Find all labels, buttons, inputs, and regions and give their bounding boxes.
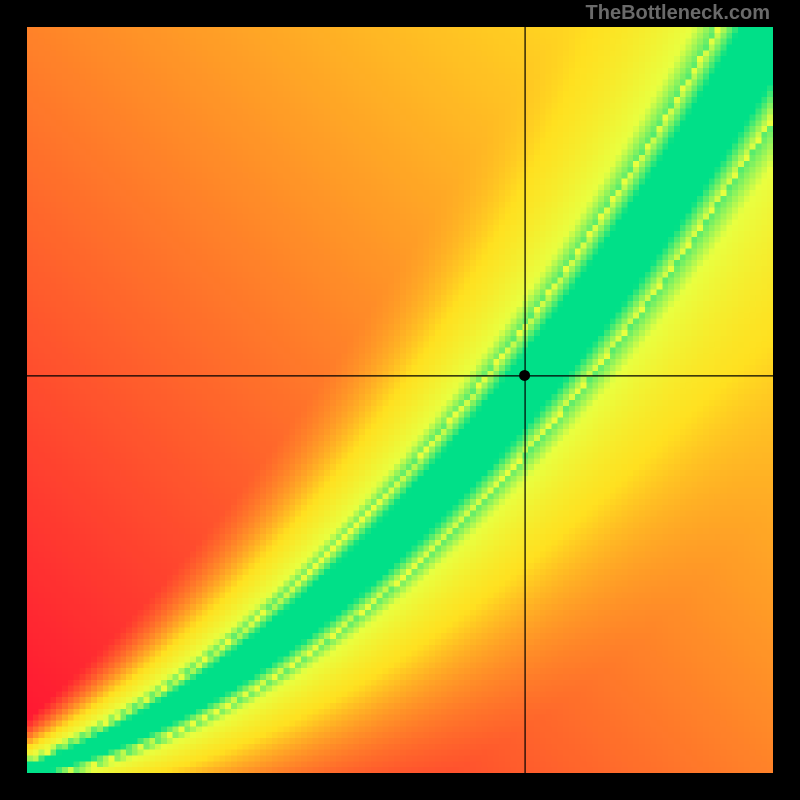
- overlay-canvas: [27, 27, 773, 773]
- watermark-text: TheBottleneck.com: [586, 2, 770, 25]
- figure-container: TheBottleneck.com: [0, 0, 800, 800]
- plot-area: [27, 27, 773, 773]
